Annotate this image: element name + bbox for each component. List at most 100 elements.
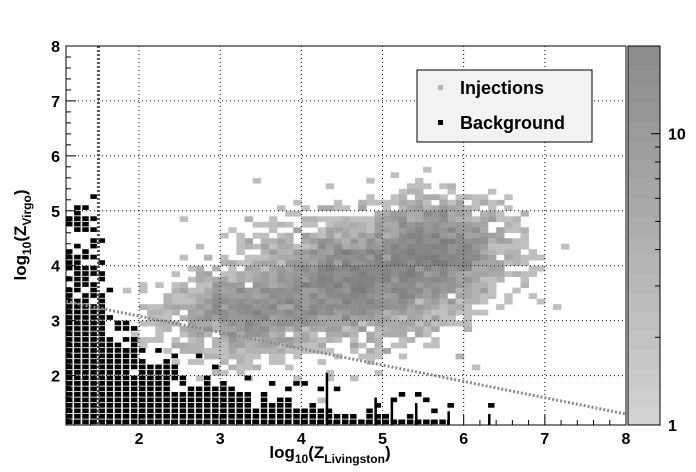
injection-cell xyxy=(471,221,481,228)
injection-cell xyxy=(439,271,448,277)
background-cell xyxy=(82,216,89,221)
injection-cell xyxy=(520,276,529,283)
injection-cell xyxy=(423,298,432,305)
background-cell xyxy=(98,309,105,315)
background-cell xyxy=(260,403,268,408)
injection-cell xyxy=(333,216,343,223)
colorbar-step xyxy=(628,387,660,407)
injection-cell xyxy=(512,271,521,277)
injection-cell xyxy=(398,331,408,338)
injection-cell xyxy=(423,326,432,332)
injection-cell xyxy=(431,337,440,343)
injection-cell xyxy=(268,243,278,250)
injection-cell xyxy=(350,276,359,283)
injection-cell xyxy=(163,293,172,299)
injection-cell xyxy=(414,254,424,261)
injection-cell xyxy=(228,326,237,332)
background-cell xyxy=(66,392,73,397)
background-cell xyxy=(195,403,203,408)
injection-cell xyxy=(382,232,391,239)
background-cell xyxy=(228,397,235,403)
injection-cell xyxy=(382,304,391,310)
background-cell xyxy=(114,375,122,381)
injection-cell xyxy=(309,315,318,321)
injection-cell xyxy=(139,287,148,294)
injection-cell xyxy=(163,304,172,310)
background-cell xyxy=(179,414,187,419)
injection-cell xyxy=(423,287,432,294)
injection-cell xyxy=(390,282,400,288)
injection-cell xyxy=(390,216,400,223)
injection-cell xyxy=(447,205,456,212)
injection-cell xyxy=(423,166,432,173)
injection-cell xyxy=(406,254,416,261)
injection-cell xyxy=(447,287,456,294)
injection-cell xyxy=(350,254,359,261)
injection-cell xyxy=(268,353,278,360)
injection-cell xyxy=(382,326,391,332)
injection-cell xyxy=(228,364,237,371)
background-cell xyxy=(130,342,138,348)
injection-cell xyxy=(366,177,375,184)
background-cell xyxy=(309,419,316,425)
injection-cell xyxy=(447,199,456,206)
background-cell xyxy=(212,392,219,397)
background-cell xyxy=(90,243,97,249)
injection-cell xyxy=(252,320,262,327)
injection-cell xyxy=(244,315,253,321)
background-cell xyxy=(374,403,381,408)
injection-cell xyxy=(325,326,335,332)
injection-cell xyxy=(285,221,294,228)
injection-cell xyxy=(155,304,164,310)
injection-cell xyxy=(317,304,327,310)
injection-cell xyxy=(414,265,424,272)
injection-cell xyxy=(268,287,278,294)
injection-cell xyxy=(358,342,367,349)
injection-cell xyxy=(260,232,270,239)
colorbar-step xyxy=(628,273,660,293)
injection-cell xyxy=(366,282,375,288)
injection-cell xyxy=(317,348,327,354)
injection-cell xyxy=(414,260,424,267)
background-cell xyxy=(90,331,97,337)
injection-cell xyxy=(252,271,262,277)
injection-cell xyxy=(293,210,302,217)
background-cell xyxy=(203,392,211,397)
injection-cell xyxy=(195,287,205,294)
injection-cell xyxy=(171,359,180,365)
injection-cell xyxy=(479,232,489,239)
injection-cell xyxy=(252,243,262,250)
injection-cell xyxy=(488,260,497,267)
injection-cell xyxy=(228,282,237,288)
injection-cell xyxy=(471,249,481,256)
injection-cell xyxy=(431,315,440,321)
background-cell xyxy=(374,397,377,425)
injection-cell xyxy=(406,326,416,332)
injection-cell xyxy=(236,271,245,277)
injection-cell xyxy=(423,320,432,327)
injection-cell xyxy=(512,254,521,261)
background-cell xyxy=(293,408,300,414)
injection-cell xyxy=(203,276,213,283)
injection-cell xyxy=(398,320,408,327)
injection-cell xyxy=(520,271,529,277)
injection-cell xyxy=(195,348,205,354)
background-cell xyxy=(74,320,81,326)
colorbar-step xyxy=(628,64,660,85)
background-cell xyxy=(147,381,154,386)
injection-cell xyxy=(155,309,164,316)
injection-cell xyxy=(252,353,262,360)
background-cell xyxy=(74,337,81,342)
injection-cell xyxy=(293,331,302,338)
injection-cell xyxy=(350,298,359,305)
injection-cell xyxy=(463,254,473,261)
background-cell xyxy=(82,227,89,232)
colorbar-step xyxy=(628,368,660,388)
injection-cell xyxy=(252,337,262,343)
injection-cell xyxy=(471,298,481,305)
injection-cell xyxy=(220,298,229,305)
injection-cell xyxy=(277,249,286,256)
injection-cell xyxy=(317,265,327,272)
injection-cell xyxy=(317,216,327,223)
background-cell xyxy=(90,359,97,364)
